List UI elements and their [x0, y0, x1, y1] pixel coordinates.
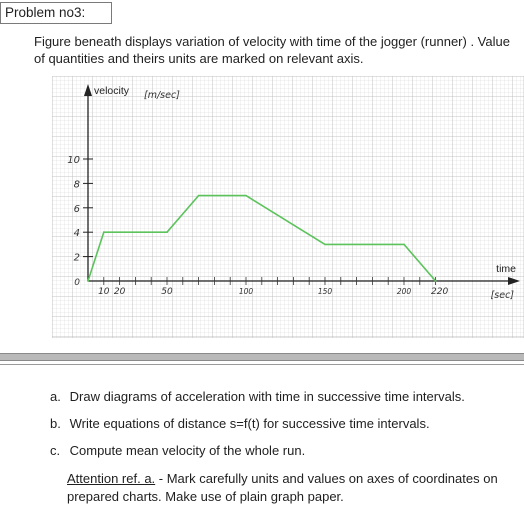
- velocity-series: [87, 194, 437, 282]
- data-point: [245, 194, 247, 197]
- problem-intro: Figure beneath displays variation of vel…: [34, 34, 510, 66]
- velocity-time-graph: 10 8 6 4 2 0 10 20 50 100 150 200 220 velocity [m/sec]…: [51, 75, 524, 343]
- task-b: b. Write equations of distance s=f(t) fo…: [50, 415, 520, 442]
- data-point: [87, 280, 89, 282]
- task-c: c. Compute mean velocity of the whole ru…: [50, 442, 520, 469]
- attention-note: Attention ref. a. - Mark carefully units…: [67, 470, 517, 506]
- y-axis-label: velocity: [94, 85, 130, 97]
- x-tick-label: 20: [114, 287, 126, 297]
- graph-paper: [51, 75, 524, 339]
- x-axis-label: time: [496, 263, 516, 275]
- velocity-line: [87, 194, 437, 282]
- y-axis-unit: [m/sec]: [144, 90, 180, 101]
- y-tick-label: 10: [67, 155, 80, 166]
- x-tick-label: 10: [98, 287, 110, 297]
- y-tick-label: 2: [74, 253, 80, 264]
- data-point: [403, 243, 405, 246]
- task-a: a. Draw diagrams of acceleration with ti…: [50, 388, 520, 415]
- y-tick-label: 6: [74, 204, 80, 215]
- x-tick-label: 50: [161, 287, 173, 297]
- task-list: a. Draw diagrams of acceleration with ti…: [50, 388, 520, 469]
- task-marker: c.: [50, 443, 61, 458]
- data-point: [197, 194, 200, 197]
- task-marker: a.: [50, 389, 61, 404]
- x-tick-label: 200: [397, 287, 412, 296]
- attention-text: - Mark carefully units and values on axe…: [67, 471, 498, 504]
- x-tick-label: 220: [431, 287, 448, 297]
- task-text: Write equations of distance s=f(t) for s…: [69, 416, 430, 431]
- x-tick-label: 150: [318, 287, 333, 296]
- data-point: [102, 231, 105, 234]
- axes: [84, 84, 520, 285]
- data-point: [434, 280, 437, 282]
- task-text: Compute mean velocity of the whole run.: [69, 443, 306, 458]
- task-marker: b.: [50, 416, 61, 431]
- divider-line: [0, 364, 524, 365]
- x-axis-unit: [sec]: [491, 290, 515, 301]
- tick-marks: [83, 158, 437, 285]
- y-tick-label: 8: [74, 179, 80, 190]
- task-text: Draw diagrams of acceleration with time …: [69, 389, 465, 404]
- x-tick-label: 100: [239, 287, 254, 296]
- y-tick-label: 0: [74, 278, 80, 288]
- y-tick-label: 4: [74, 228, 80, 239]
- data-point: [324, 243, 326, 246]
- data-point: [166, 231, 168, 234]
- attention-ref: Attention ref. a.: [67, 471, 156, 486]
- divider-bar: [0, 353, 524, 361]
- x-axis-arrow: [508, 277, 520, 285]
- y-axis-arrow: [84, 84, 92, 96]
- problem-title: Problem no3:: [0, 2, 112, 24]
